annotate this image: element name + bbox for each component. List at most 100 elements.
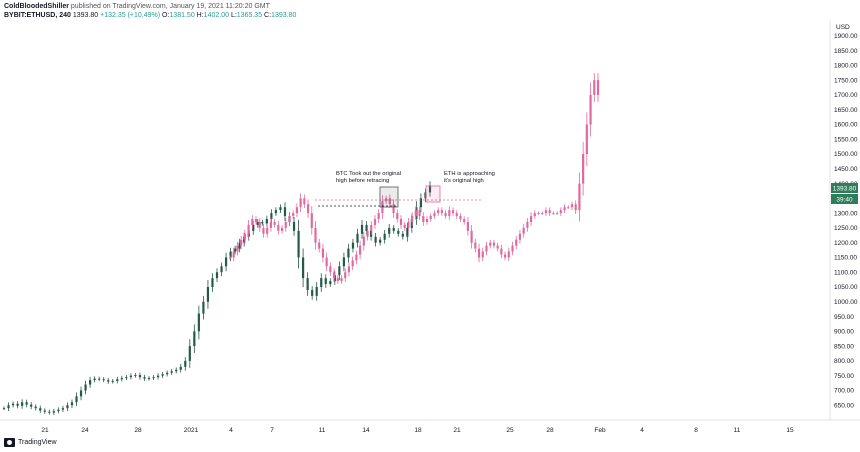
candle-body (138, 375, 142, 378)
candle-body (511, 245, 514, 252)
y-tick-label: 1300.00 (834, 210, 858, 217)
tradingview-brand: TradingView (18, 439, 57, 446)
candle-body (425, 219, 429, 222)
close-value: 1393.80 (271, 12, 297, 19)
candle-body (273, 221, 276, 225)
candle-body (238, 242, 241, 249)
candle-body (134, 375, 137, 377)
y-tick-label: 1700.00 (834, 92, 858, 99)
candle-body (552, 213, 555, 215)
y-tick-label: 800.00 (834, 358, 854, 365)
candle-body (295, 207, 299, 214)
candle-body (529, 216, 533, 222)
candle-body (496, 245, 499, 249)
candle-body (338, 266, 341, 276)
candle-body (362, 236, 365, 246)
candle-body (388, 227, 391, 234)
candle-body (283, 207, 287, 217)
author-name[interactable]: ColdBloodedShiller (4, 3, 69, 10)
price-axis[interactable]: USD 650.00 700.00 750.00 800.00 850.00 900.00 9… (834, 24, 858, 409)
candle-body (548, 210, 551, 214)
candle-body (429, 216, 432, 220)
candle-body (470, 230, 473, 243)
y-tick-label: 1850.00 (834, 48, 858, 55)
candle-body (437, 210, 440, 214)
y-tick-label: 1900.00 (834, 33, 858, 40)
currency-label: USD (836, 24, 850, 31)
btc-note-line2: high before retracing (336, 178, 389, 184)
candle-body (347, 266, 351, 273)
y-tick-label: 1650.00 (834, 107, 858, 114)
candle-body (25, 402, 28, 405)
x-tick-label: 15 (786, 427, 794, 434)
candle-body (356, 233, 359, 243)
countdown-badge (831, 194, 858, 204)
candle-body (211, 278, 214, 287)
candle-body (351, 242, 355, 249)
x-tick-label: 28 (134, 427, 142, 434)
publish-info: published on TradingView.com, January 19… (70, 3, 270, 10)
x-tick-label: 14 (362, 427, 370, 434)
low-label: L: (230, 12, 237, 19)
x-tick-label: 4 (229, 427, 233, 434)
candle-body (503, 254, 507, 258)
candle-body (254, 219, 258, 222)
candle-body (422, 216, 425, 222)
y-tick-label: 1550.00 (834, 136, 858, 143)
candle-body (220, 266, 223, 273)
candle-body (269, 221, 272, 228)
y-tick-label: 1100.00 (834, 269, 857, 276)
y-tick-label: 1000.00 (834, 299, 858, 306)
candle-body (526, 221, 529, 228)
time-axis[interactable]: 21 24 28 2021 4 7 11 14 18 21 25 28 Feb 4 8 11 15 (41, 427, 794, 434)
candle-body (522, 227, 525, 234)
y-tick-label: 1200.00 (834, 240, 858, 247)
candle-body (424, 192, 427, 199)
candle-body (399, 219, 403, 225)
candle-body (156, 375, 160, 378)
symbol-label[interactable]: BYBIT:ETHUSD, 240 (4, 12, 71, 19)
candle-body (277, 224, 280, 231)
y-tick-label: 1050.00 (834, 284, 858, 291)
candle-body (397, 230, 400, 234)
candle-body (243, 233, 246, 240)
eth-note-line1: ETH is approaching (444, 171, 495, 177)
y-tick-label: 1250.00 (834, 225, 858, 232)
candle-body (7, 405, 10, 409)
x-tick-label: 11 (734, 427, 741, 434)
y-tick-label: 1800.00 (834, 63, 858, 70)
high-label: H: (196, 12, 204, 19)
candle-body (544, 210, 548, 214)
candle-body (256, 221, 259, 225)
candle-body (344, 272, 347, 279)
candle-body (414, 210, 417, 217)
candle-body (52, 411, 55, 413)
candle-body (366, 230, 369, 237)
price-badges: 1393.80 39:40 (831, 183, 858, 204)
eth-note-line2: it's original high (444, 178, 484, 184)
candle-body (93, 378, 96, 381)
y-tick-label: 1500.00 (834, 151, 858, 158)
candle-body (280, 227, 284, 231)
candle-body (373, 219, 377, 225)
candle-body (262, 227, 265, 234)
btc-high-box[interactable] (379, 186, 399, 208)
candle-body (377, 213, 380, 220)
candle-body (179, 366, 182, 370)
candle-body (152, 377, 155, 379)
candle-body (474, 242, 477, 249)
candle-body (342, 257, 345, 267)
candle-body (57, 409, 60, 412)
low-value: 1365.35 (236, 12, 263, 19)
x-tick-label: 18 (414, 427, 422, 434)
eth-high-box[interactable] (425, 185, 441, 203)
candle-body (147, 378, 151, 380)
candle-body (379, 239, 382, 243)
x-tick-label: 11 (319, 427, 326, 434)
candle-body (206, 287, 210, 302)
candle-body (585, 124, 588, 154)
candle-body (360, 224, 364, 234)
tradingview-footer[interactable]: TradingView (4, 438, 57, 447)
